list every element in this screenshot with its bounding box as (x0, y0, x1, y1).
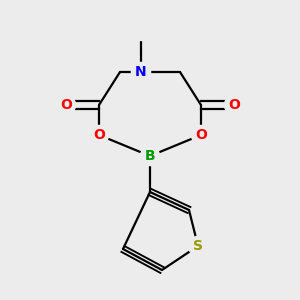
Circle shape (224, 95, 244, 115)
Circle shape (56, 95, 76, 115)
Text: O: O (228, 98, 240, 112)
Text: O: O (195, 128, 207, 142)
Text: O: O (60, 98, 72, 112)
Circle shape (191, 125, 211, 145)
Circle shape (134, 26, 148, 40)
Circle shape (188, 236, 208, 256)
Circle shape (131, 62, 151, 82)
Text: N: N (135, 65, 147, 79)
Circle shape (89, 125, 109, 145)
Circle shape (140, 146, 160, 166)
Text: S: S (193, 239, 203, 253)
Text: O: O (93, 128, 105, 142)
Text: B: B (145, 149, 155, 163)
